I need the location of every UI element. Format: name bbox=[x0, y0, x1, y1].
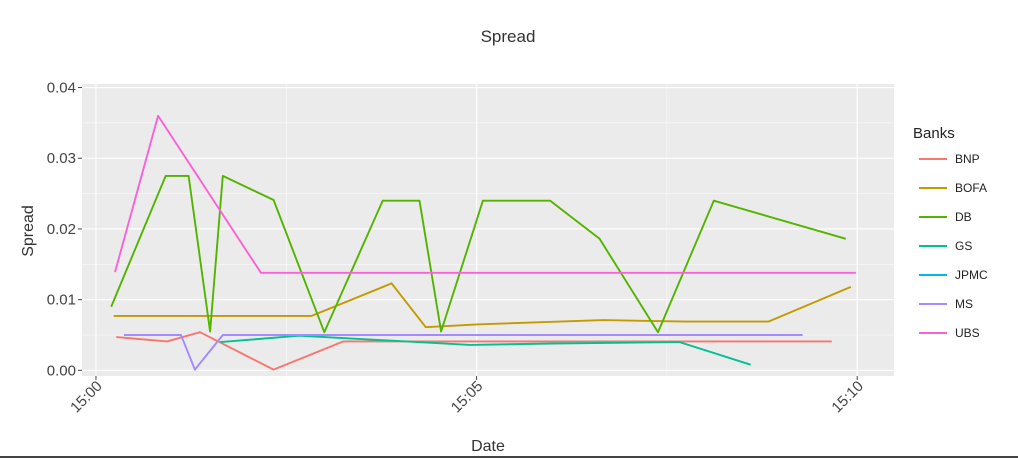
y-tick-label: 0.01 bbox=[47, 292, 76, 309]
legend-label-db: DB bbox=[955, 210, 972, 224]
y-tick-label: 0.04 bbox=[47, 80, 76, 97]
plot-area bbox=[82, 84, 894, 376]
legend-label-ubs: UBS bbox=[955, 326, 980, 340]
x-tick-label: 15:00 bbox=[67, 378, 106, 417]
series-line-bnp bbox=[116, 331, 832, 371]
series-line-bofa bbox=[113, 282, 852, 329]
legend-label-gs: GS bbox=[955, 239, 972, 253]
series-line-db bbox=[110, 174, 847, 334]
x-tick-label: 15:05 bbox=[448, 378, 487, 417]
legend-title: Banks bbox=[913, 125, 955, 142]
x-axis-title: Date bbox=[471, 438, 505, 455]
y-tick-label: 0.00 bbox=[47, 362, 76, 379]
legend-label-bofa: BOFA bbox=[955, 181, 987, 195]
legend: Banks BNP BOFA DB GS JPMC MS UBS bbox=[913, 125, 988, 340]
plot-background bbox=[82, 84, 894, 376]
y-axis: 0.00 0.01 0.02 0.03 0.04 bbox=[47, 80, 82, 379]
x-tick-label: 15:10 bbox=[828, 378, 867, 417]
x-axis: 15:00 15:05 15:10 bbox=[67, 376, 867, 416]
series-layer bbox=[110, 114, 856, 371]
chart-title: Spread bbox=[481, 27, 536, 46]
y-tick-label: 0.02 bbox=[47, 221, 76, 238]
y-axis-title: Spread bbox=[20, 205, 37, 257]
series-line-ubs bbox=[114, 114, 856, 274]
legend-label-bnp: BNP bbox=[955, 152, 980, 166]
series-line-ms bbox=[123, 334, 803, 371]
y-tick-label: 0.03 bbox=[47, 150, 76, 167]
bottom-border bbox=[0, 456, 1018, 458]
legend-label-jpmc: JPMC bbox=[955, 268, 988, 282]
series-line-gs bbox=[220, 334, 751, 366]
legend-label-ms: MS bbox=[955, 297, 973, 311]
